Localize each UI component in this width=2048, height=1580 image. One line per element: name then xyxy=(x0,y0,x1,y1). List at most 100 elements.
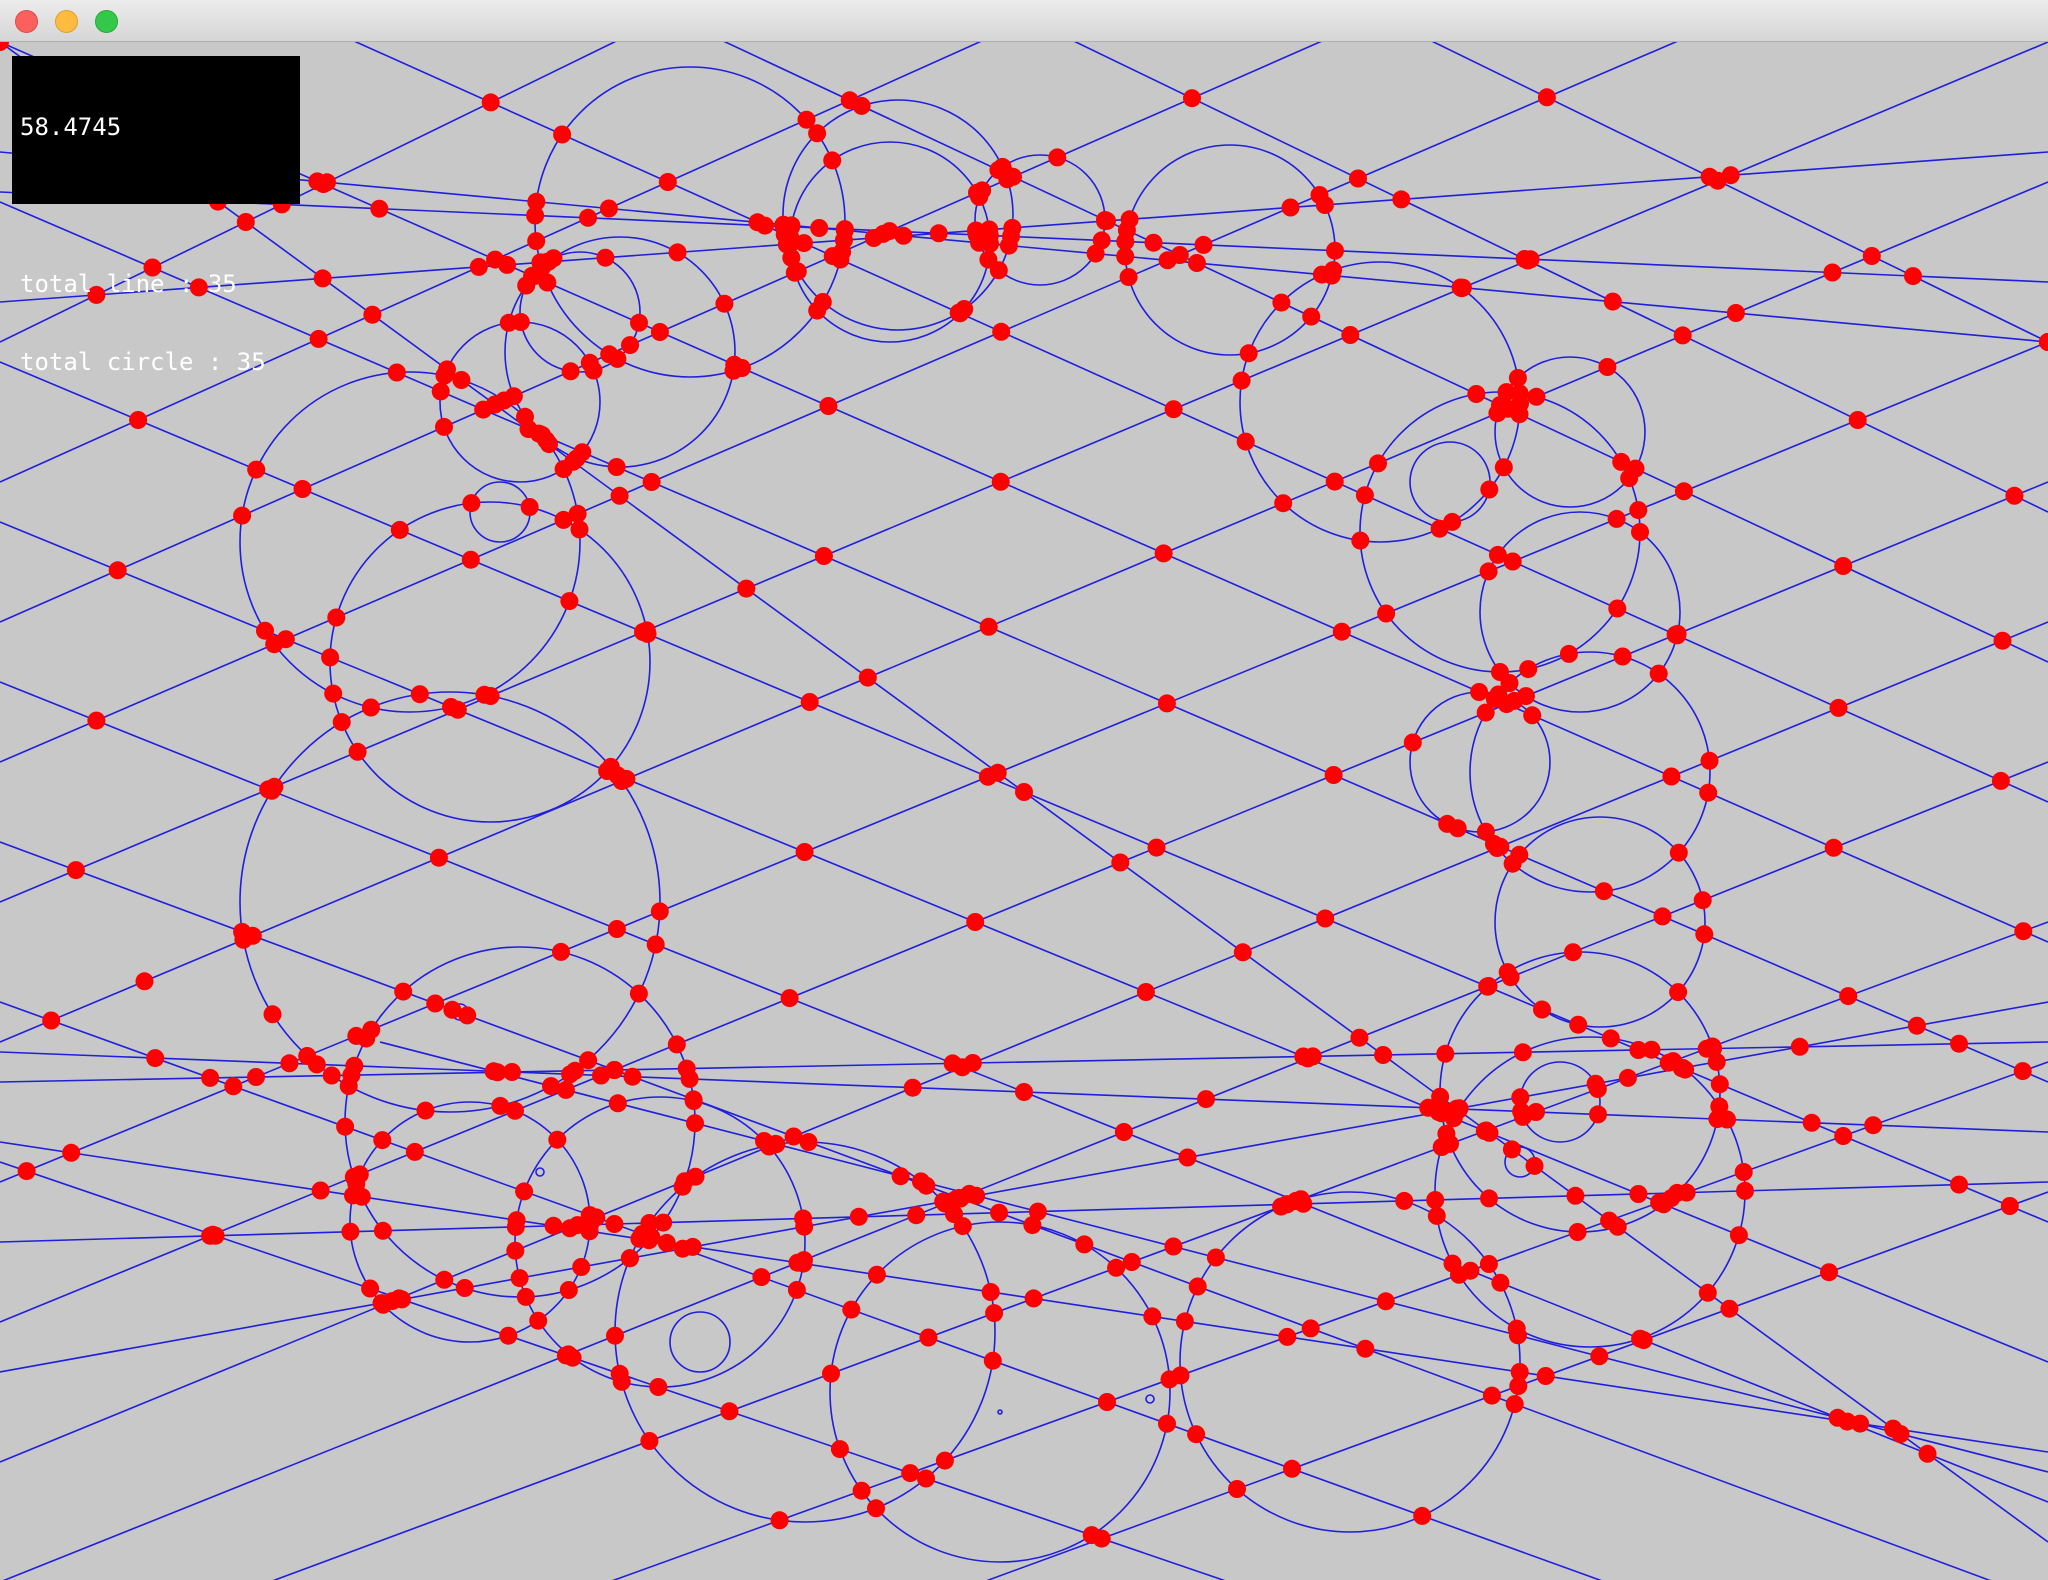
intersection-point xyxy=(506,1241,525,1260)
scene-line xyxy=(0,841,1992,1580)
intersection-point xyxy=(907,1206,926,1225)
intersection-point xyxy=(748,213,767,232)
intersection-point xyxy=(1395,1191,1414,1210)
intersection-point xyxy=(265,635,284,654)
scene-line xyxy=(0,42,617,343)
intersection-point xyxy=(561,1065,580,1084)
intersection-point xyxy=(1698,1283,1717,1302)
intersection-point xyxy=(544,1216,563,1235)
intersection-point xyxy=(612,1372,631,1391)
scene-line xyxy=(0,151,2048,343)
scene-circle xyxy=(469,481,531,543)
intersection-point xyxy=(610,486,629,505)
intersection-point xyxy=(206,1226,225,1245)
drawing-canvas[interactable] xyxy=(0,42,2048,1580)
zoom-button[interactable] xyxy=(95,10,118,33)
intersection-point xyxy=(849,1207,868,1226)
scene-circle xyxy=(239,371,581,713)
stats-overlay: 58.4745 total line : 35 total circle : 3… xyxy=(12,56,300,375)
intersection-point xyxy=(1802,1113,1821,1132)
intersection-point xyxy=(1119,268,1138,287)
intersection-point xyxy=(347,1174,366,1193)
intersection-point xyxy=(1864,1116,1883,1135)
intersection-point xyxy=(129,411,148,429)
intersection-point xyxy=(894,226,913,245)
scene-circle xyxy=(782,99,1014,331)
intersection-point xyxy=(1839,987,1858,1006)
scene-line xyxy=(0,42,1322,623)
intersection-point xyxy=(1488,545,1507,564)
intersection-point xyxy=(1187,1425,1206,1444)
intersection-point xyxy=(309,329,328,348)
intersection-point xyxy=(1272,293,1291,312)
scene-svg xyxy=(0,42,2048,1580)
intersection-point xyxy=(1629,501,1648,520)
intersection-point xyxy=(372,1294,391,1313)
close-button[interactable] xyxy=(15,10,38,33)
intersection-point xyxy=(781,235,799,254)
total-line-readout: total line : 35 xyxy=(20,270,237,298)
intersection-point xyxy=(1082,1526,1101,1545)
intersection-point xyxy=(1668,626,1687,645)
intersection-point xyxy=(1510,1363,1529,1381)
minimize-button[interactable] xyxy=(55,10,78,33)
intersection-point xyxy=(620,1249,639,1268)
intersection-point xyxy=(1693,891,1712,910)
intersection-point xyxy=(520,498,539,516)
intersection-point xyxy=(392,1290,411,1309)
intersection-point xyxy=(784,1127,803,1146)
intersection-point xyxy=(1028,1202,1047,1221)
intersection-point xyxy=(233,922,252,941)
intersection-point xyxy=(780,989,799,1008)
intersection-point xyxy=(929,224,948,243)
intersection-point xyxy=(1356,1339,1375,1358)
intersection-point xyxy=(410,685,429,704)
intersection-point xyxy=(640,1231,658,1250)
scene-circle xyxy=(1519,1061,1601,1143)
intersection-point xyxy=(17,1162,36,1181)
intersection-point xyxy=(552,942,570,961)
scene-line xyxy=(0,1001,2048,1373)
intersection-point xyxy=(516,1287,535,1306)
intersection-point xyxy=(0,42,9,51)
intersection-point xyxy=(579,208,597,227)
intersection-point xyxy=(373,1131,392,1150)
intersection-point xyxy=(1674,482,1693,501)
intersection-point xyxy=(554,460,573,479)
intersection-point xyxy=(835,221,854,240)
intersection-point xyxy=(605,1061,624,1079)
intersection-points-layer xyxy=(0,42,2048,1548)
scene-line xyxy=(0,42,1678,763)
intersection-point xyxy=(638,624,657,643)
intersection-point xyxy=(1144,233,1163,252)
intersection-point xyxy=(1448,819,1467,838)
intersection-point xyxy=(503,1063,521,1081)
intersection-point xyxy=(442,698,460,716)
intersection-point xyxy=(1479,562,1498,581)
intersection-point xyxy=(1505,1395,1524,1414)
scene-circle xyxy=(1479,511,1681,713)
intersection-point xyxy=(1569,1015,1588,1034)
intersection-point xyxy=(1505,691,1524,710)
intersection-point xyxy=(1413,1506,1432,1525)
intersection-point xyxy=(341,1222,360,1241)
intersection-point xyxy=(1503,552,1522,571)
intersection-point xyxy=(1594,882,1613,901)
intersection-point xyxy=(1111,853,1130,872)
intersection-point xyxy=(1154,544,1173,563)
intersection-point xyxy=(538,273,557,292)
intersection-point xyxy=(1374,1046,1393,1064)
intersection-point xyxy=(867,1265,886,1284)
intersection-point xyxy=(814,547,833,565)
intersection-point xyxy=(1700,751,1719,770)
intersection-point xyxy=(559,1281,578,1299)
intersection-point xyxy=(481,93,500,112)
intersection-point xyxy=(842,1300,861,1319)
scene-line xyxy=(612,1061,2048,1580)
title-bar[interactable] xyxy=(0,0,2048,42)
intersection-point xyxy=(1669,983,1688,1002)
intersection-point xyxy=(1607,509,1626,528)
intersection-point xyxy=(1515,250,1534,268)
intersection-point xyxy=(1510,384,1529,403)
